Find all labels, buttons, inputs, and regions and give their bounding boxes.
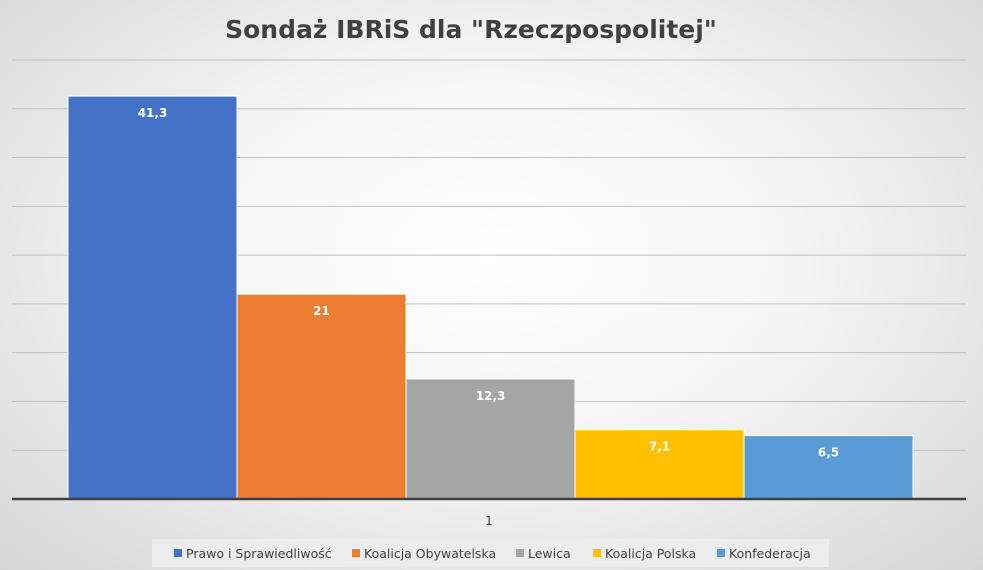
legend-background — [152, 539, 829, 567]
data-label: 12,3 — [476, 389, 506, 403]
bar — [236, 293, 407, 500]
data-label: 6,5 — [818, 446, 839, 460]
legend: Prawo i Sprawiedliwość Koalicja Obywatels… — [152, 539, 829, 567]
x-tick-label: 1 — [485, 514, 493, 528]
legend-label: Lewica — [528, 546, 571, 561]
data-label: 21 — [313, 304, 330, 318]
bar — [67, 95, 238, 500]
legend-label: Konfederacja — [729, 546, 811, 561]
bars — [67, 95, 914, 500]
legend-swatch — [352, 549, 360, 557]
legend-label: Prawo i Sprawiedliwość — [186, 546, 332, 561]
legend-swatch — [717, 549, 725, 557]
legend-label: Koalicja Obywatelska — [364, 546, 496, 561]
legend-swatch — [516, 549, 524, 557]
legend-label: Koalicja Polska — [605, 546, 696, 561]
data-label: 41,3 — [138, 106, 168, 120]
chart-title: Sondaż IBRiS dla "Rzeczpospolitej" — [225, 15, 717, 44]
data-label: 7,1 — [649, 440, 670, 454]
legend-swatch — [593, 549, 601, 557]
legend-swatch — [174, 549, 182, 557]
data-labels: 41,3 21 12,3 7,1 6,5 — [138, 106, 839, 459]
